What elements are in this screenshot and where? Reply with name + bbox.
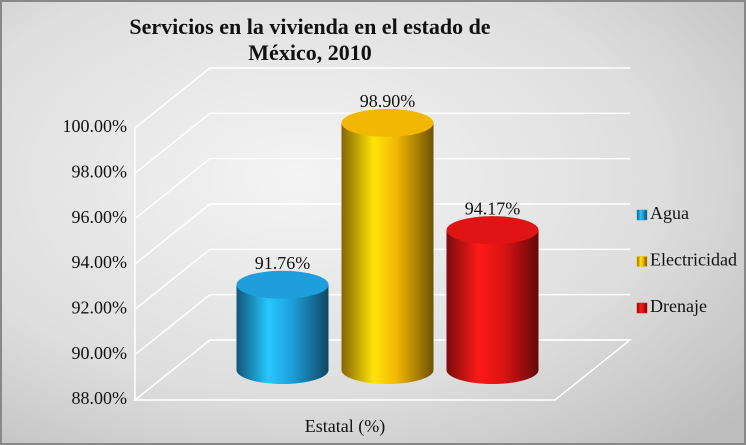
- y-tick-label: 100.00%: [63, 116, 128, 136]
- data-label: 94.17%: [465, 198, 521, 218]
- y-tick-label: 96.00%: [72, 207, 128, 227]
- legend-label: Drenaje: [650, 296, 707, 316]
- legend-swatch: [636, 256, 648, 267]
- data-label: 91.76%: [255, 253, 311, 273]
- bar-top: [236, 270, 329, 299]
- chart-title: Servicios en la vivienda en el estado de…: [129, 14, 491, 65]
- y-tick-label: 88.00%: [72, 388, 128, 408]
- data-label: 98.90%: [360, 91, 416, 111]
- bar-top: [446, 216, 539, 245]
- grid-line: [134, 112, 630, 174]
- x-tick-label: Estatal (%): [305, 416, 385, 437]
- y-tick-label: 94.00%: [72, 252, 128, 272]
- bar: [341, 108, 434, 384]
- bar-body: [341, 122, 434, 384]
- bar-body: [236, 284, 329, 384]
- bar-top: [341, 108, 434, 137]
- y-tick-label: 98.00%: [72, 161, 128, 181]
- bar-body: [446, 230, 539, 384]
- legend-swatch: [636, 209, 648, 221]
- y-tick-label: 90.00%: [72, 343, 128, 363]
- legend-swatch: [636, 302, 648, 314]
- legend-label: Electricidad: [650, 250, 737, 270]
- bar: [446, 216, 539, 384]
- grid-line: [134, 157, 630, 220]
- y-tick-label: 92.00%: [72, 297, 128, 317]
- bar: [236, 270, 329, 384]
- legend-label: Agua: [650, 203, 689, 223]
- grid-line: [134, 67, 630, 129]
- grid-line: [134, 203, 630, 265]
